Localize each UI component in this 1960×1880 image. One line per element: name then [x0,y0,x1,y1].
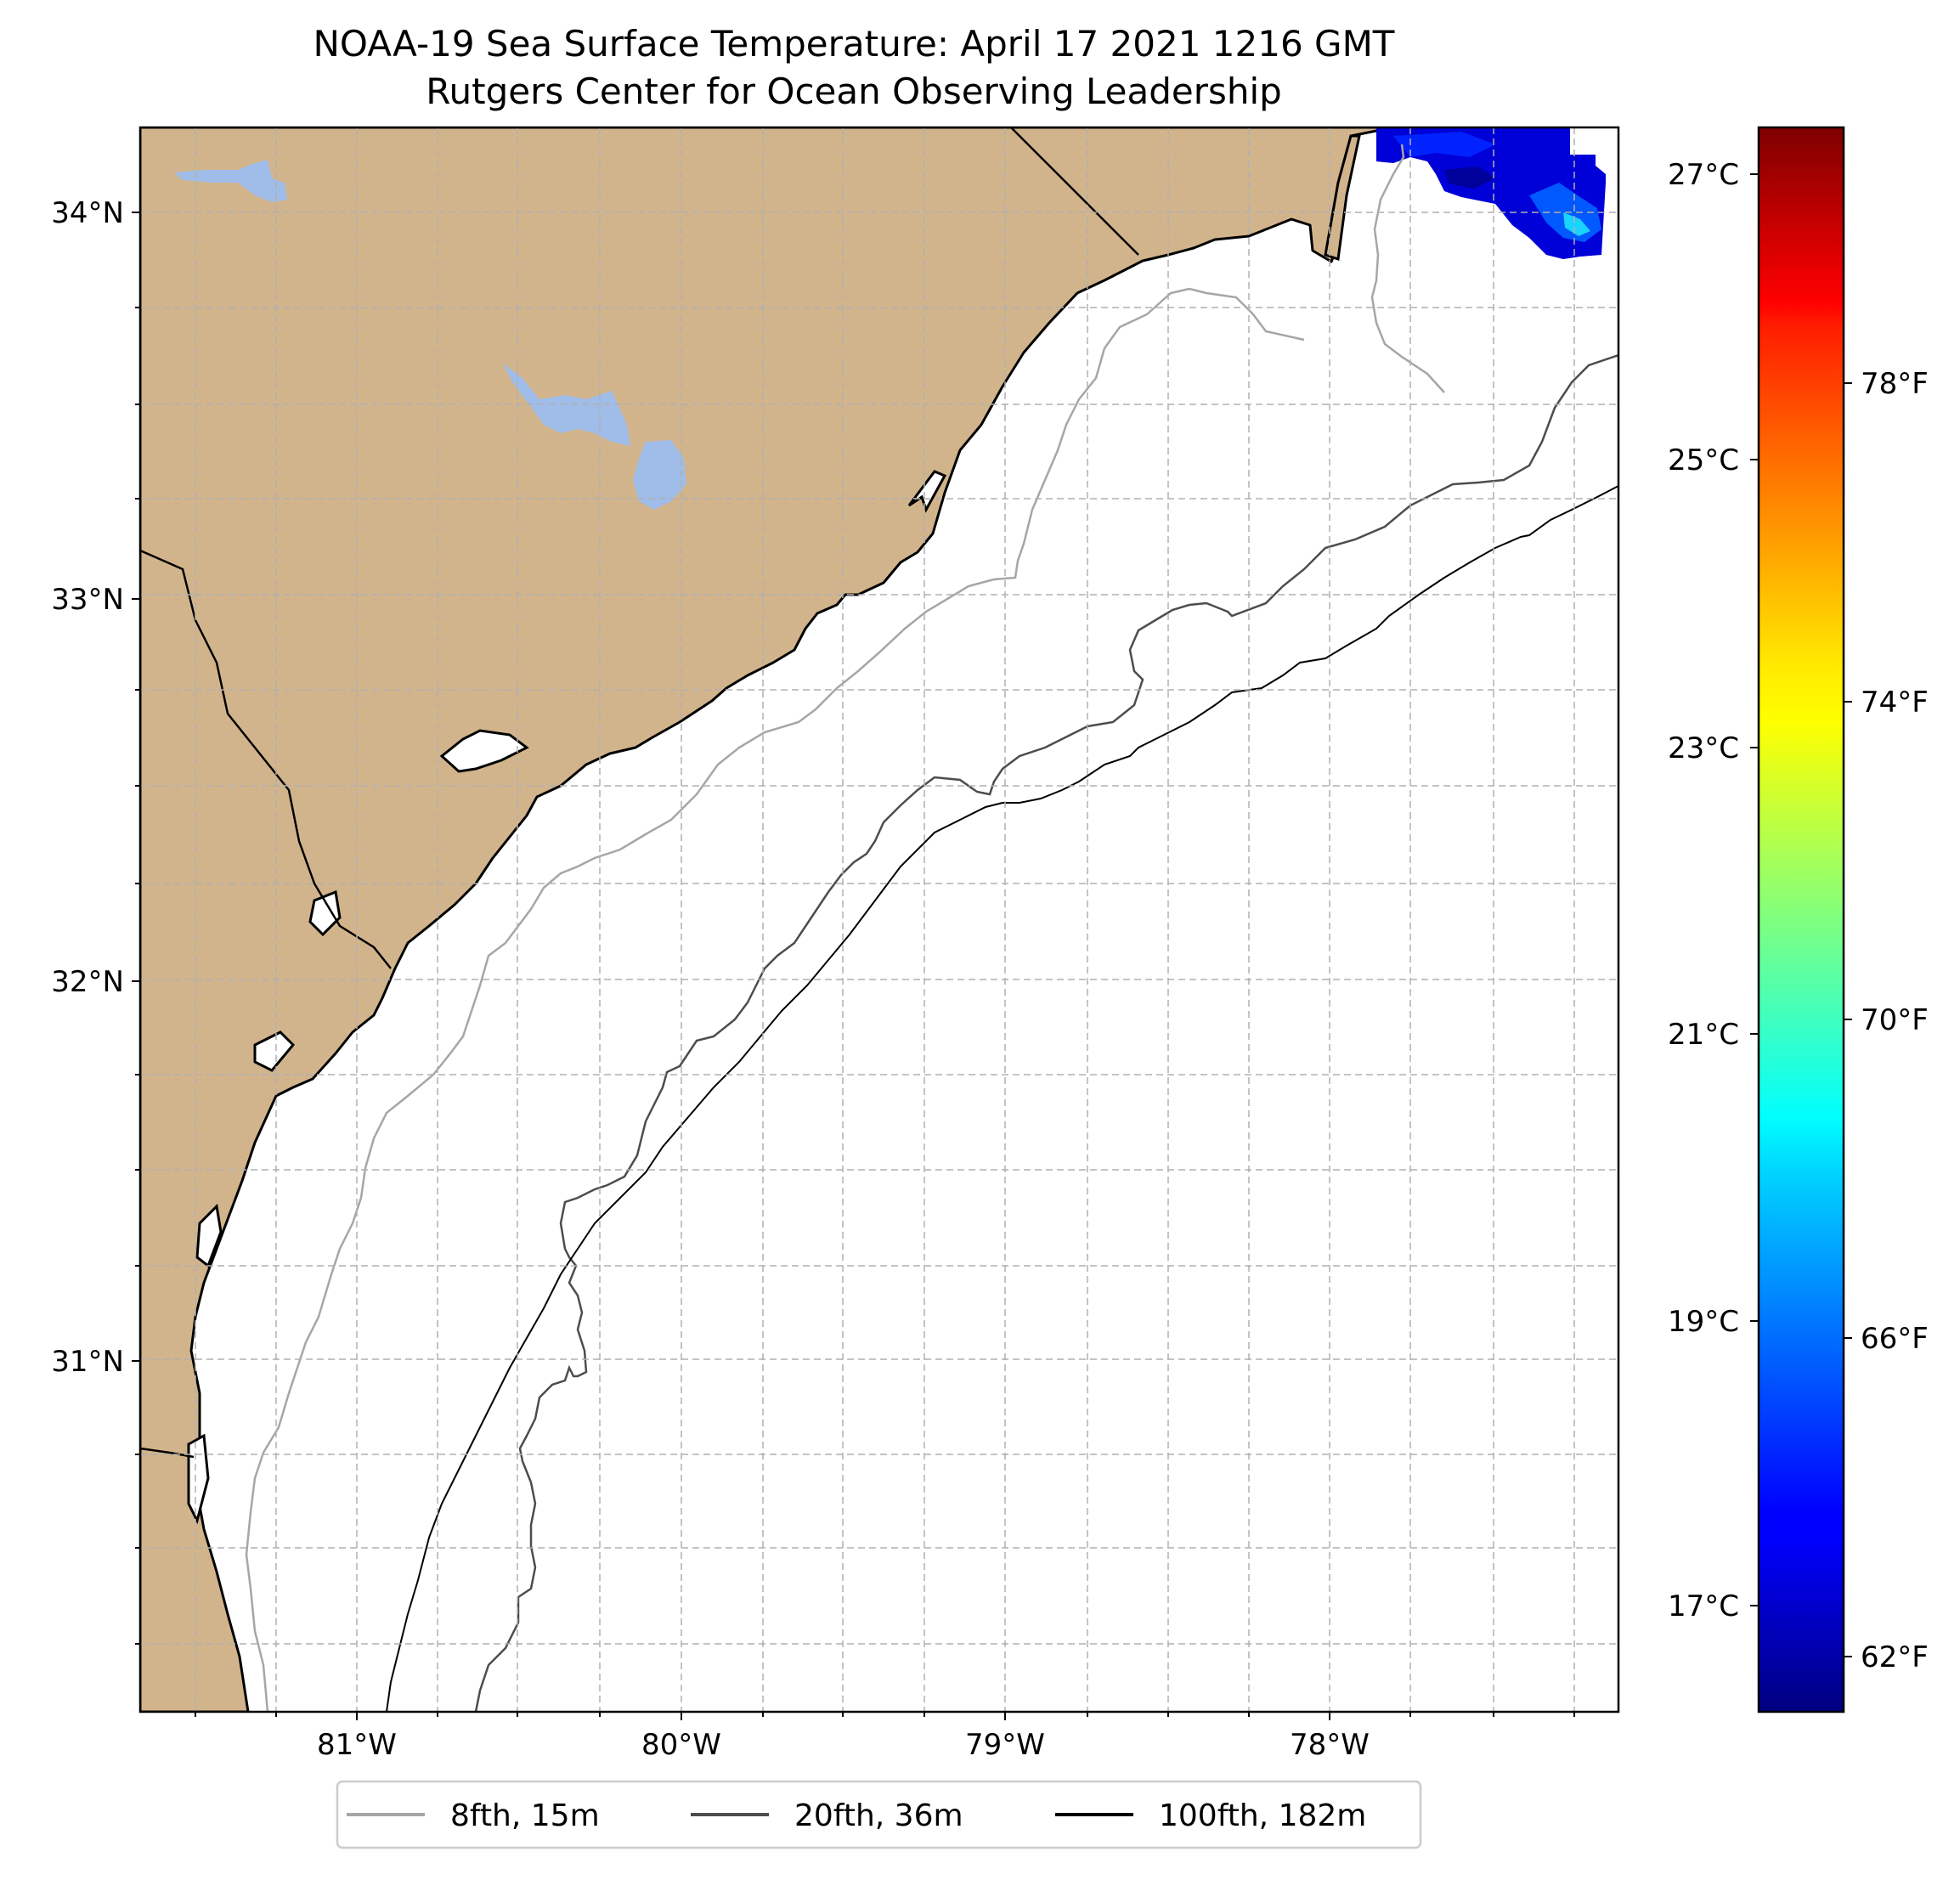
colorbar-tick-marks [1750,173,1852,1657]
isobath-100fth-182m [386,485,1618,1712]
legend-box [336,1780,1422,1849]
colorbar-gradient [1757,126,1845,1713]
legend-label-20fth: 20fth, 36m [794,1798,963,1833]
lon-label-78: 78°W [1290,1728,1370,1762]
legend: 8fth, 15m 20fth, 36m 100fth, 182m [336,1780,1422,1849]
isobath-8fth-15m [245,144,1445,1712]
legend-label-8fth: 8fth, 15m [450,1798,600,1833]
colorbar-label-66f: 66°F [1861,1322,1929,1356]
colorbar-label-62f: 62°F [1861,1640,1929,1674]
lon-label-79: 79°W [965,1728,1045,1762]
colorbar-label-70f: 70°F [1861,1003,1929,1037]
map-area: 34°N 33°N 32°N 31°N 81°W 80°W 79°W 78°W [51,126,1620,1762]
barrier-island [1324,134,1361,261]
land-area [140,127,1395,1712]
lat-label-34: 34°N [51,196,124,230]
map-gridlines [140,127,1618,1712]
colorbar-label-21c: 21°C [1668,1018,1739,1052]
lat-label-32: 32°N [51,965,124,999]
lat-label-31: 31°N [51,1345,124,1379]
inlet [308,889,342,937]
colorbar-label-17c: 17°C [1668,1589,1739,1623]
title-line-2: Rutgers Center for Ocean Observing Leade… [426,71,1282,112]
sst-data-patch [1376,127,1606,259]
colorbar-label-78f: 78°F [1861,367,1929,401]
title-line-1: NOAA-19 Sea Surface Temperature: April 1… [313,23,1395,65]
lake [174,160,287,202]
map-tick-marks [132,212,1575,1720]
legend-label-100fth: 100fth, 182m [1159,1798,1366,1833]
state-boundary [1010,127,1139,256]
colorbar-label-25c: 25°C [1668,443,1739,477]
colorbar-label-74f: 74°F [1861,686,1929,720]
colorbar-label-27c: 27°C [1668,158,1739,192]
inlet [195,1203,223,1268]
colorbar: 17°C 19°C 21°C 23°C 25°C 27°C 62°F 66°F … [1668,126,1929,1713]
colorbar-label-19c: 19°C [1668,1305,1739,1339]
isobath-20fth-36m [474,353,1618,1712]
lon-label-81: 81°W [317,1728,397,1762]
map-frame [138,126,1620,1713]
state-boundary [140,549,392,969]
lake-moultrie [633,440,686,510]
state-boundary [140,1447,195,1459]
inlet [439,729,529,773]
colorbar-label-23c: 23°C [1668,731,1739,765]
lon-label-80: 80°W [641,1728,721,1762]
lat-label-33: 33°N [51,583,124,617]
